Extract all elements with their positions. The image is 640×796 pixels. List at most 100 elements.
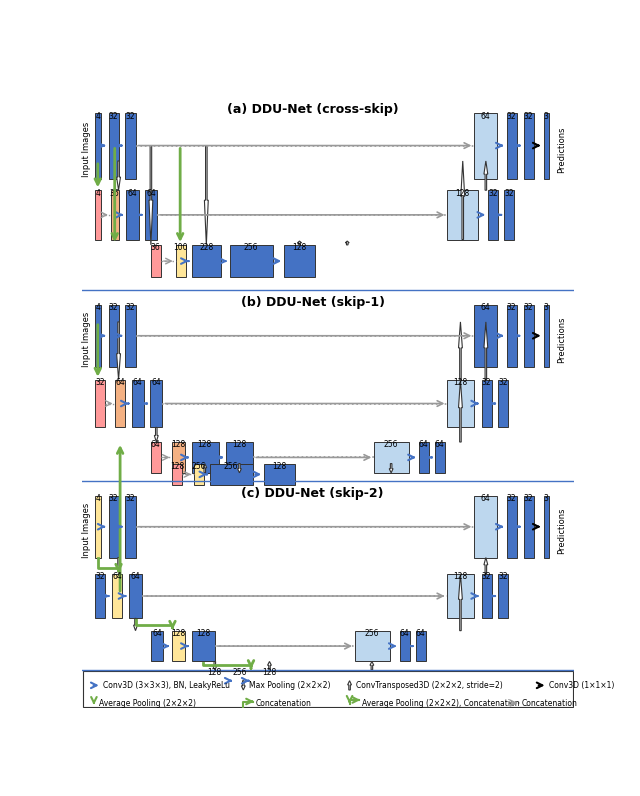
Text: 32: 32 <box>488 189 497 197</box>
Bar <box>227 442 253 473</box>
Text: ConvTransposed3D (2×2×2, stride=2): ConvTransposed3D (2×2×2, stride=2) <box>356 681 502 690</box>
Text: Average Pooling (2×2×2): Average Pooling (2×2×2) <box>99 699 196 708</box>
FancyArrow shape <box>237 463 241 473</box>
Bar <box>151 442 161 473</box>
FancyArrow shape <box>116 557 120 574</box>
Text: Input Images: Input Images <box>83 122 92 177</box>
Text: 128: 128 <box>262 669 276 677</box>
Text: 128: 128 <box>453 378 468 387</box>
Bar <box>524 305 534 367</box>
Text: 32: 32 <box>125 303 135 312</box>
Text: (a) DDU-Net (cross-skip): (a) DDU-Net (cross-skip) <box>227 103 399 116</box>
Text: 256: 256 <box>233 669 248 677</box>
Text: 256: 256 <box>365 629 379 638</box>
Bar <box>419 442 429 473</box>
Text: Conv3D (3×3×3), BN, LeakyReLu: Conv3D (3×3×3), BN, LeakyReLu <box>103 681 230 690</box>
Text: 4: 4 <box>95 494 100 503</box>
Bar <box>132 380 144 427</box>
Bar <box>284 245 315 277</box>
Text: 4: 4 <box>95 189 100 197</box>
Bar <box>125 496 136 557</box>
Bar <box>151 630 163 661</box>
Bar <box>109 113 118 178</box>
FancyArrow shape <box>458 380 462 442</box>
Bar <box>192 630 215 661</box>
Text: 32: 32 <box>125 494 135 503</box>
Bar <box>482 574 492 618</box>
FancyArrow shape <box>346 241 349 245</box>
Text: 128: 128 <box>172 629 186 638</box>
Bar <box>447 380 474 427</box>
Text: Predictions: Predictions <box>557 127 566 173</box>
Bar <box>507 113 516 178</box>
Text: 64: 64 <box>115 378 125 387</box>
FancyArrow shape <box>458 574 462 630</box>
Text: 228: 228 <box>199 244 214 252</box>
Bar <box>172 442 185 473</box>
Text: Input Images: Input Images <box>83 312 92 367</box>
Bar <box>474 113 497 178</box>
Text: 36: 36 <box>110 189 120 197</box>
FancyArrow shape <box>268 661 271 670</box>
FancyArrow shape <box>389 463 393 473</box>
Bar <box>150 380 163 427</box>
Text: 128: 128 <box>196 629 211 638</box>
Text: Concatenation: Concatenation <box>255 699 312 708</box>
Text: 32: 32 <box>524 494 533 503</box>
Text: 3: 3 <box>543 111 548 121</box>
Text: 128: 128 <box>208 669 222 677</box>
Bar <box>83 672 573 707</box>
Bar <box>474 496 497 557</box>
Bar <box>474 305 497 367</box>
Bar <box>236 670 246 692</box>
Text: 4: 4 <box>95 303 100 312</box>
Bar <box>447 574 474 618</box>
Bar <box>151 245 161 277</box>
Text: 3: 3 <box>543 303 548 312</box>
Bar <box>109 496 118 557</box>
Text: 128: 128 <box>292 244 307 252</box>
Bar <box>253 670 287 692</box>
FancyArrow shape <box>203 463 207 473</box>
Bar <box>507 496 516 557</box>
Text: (b) DDU-Net (skip-1): (b) DDU-Net (skip-1) <box>241 296 385 309</box>
Bar <box>95 305 101 367</box>
Bar <box>194 463 204 485</box>
Bar <box>109 305 118 367</box>
Text: 64: 64 <box>133 378 143 387</box>
Text: 64: 64 <box>481 111 491 121</box>
Text: 128: 128 <box>232 440 246 450</box>
Bar <box>264 463 295 485</box>
Bar <box>172 463 182 485</box>
Bar <box>172 630 185 661</box>
Text: 32: 32 <box>482 572 492 581</box>
Text: 64: 64 <box>419 440 428 450</box>
Text: 64: 64 <box>112 572 122 581</box>
Text: 128: 128 <box>453 572 468 581</box>
Text: 64: 64 <box>131 572 140 581</box>
FancyArrow shape <box>484 322 488 380</box>
Text: 64: 64 <box>152 378 161 387</box>
Bar <box>482 380 492 427</box>
Text: 32: 32 <box>482 378 492 387</box>
Text: 32: 32 <box>506 303 516 312</box>
Text: 32: 32 <box>506 494 516 503</box>
Text: 64: 64 <box>415 629 425 638</box>
Text: 64: 64 <box>435 440 445 450</box>
Bar <box>355 630 390 661</box>
Bar <box>435 442 445 473</box>
Bar <box>416 630 426 661</box>
Bar <box>374 442 409 473</box>
Bar <box>95 190 101 240</box>
Text: 32: 32 <box>506 111 516 121</box>
Bar <box>204 670 227 692</box>
Text: 256: 256 <box>224 462 238 471</box>
Text: 32: 32 <box>498 572 508 581</box>
Bar <box>192 442 219 473</box>
Text: 32: 32 <box>108 303 118 312</box>
Bar <box>524 113 534 178</box>
FancyArrow shape <box>484 557 488 574</box>
Text: 32: 32 <box>504 189 514 197</box>
FancyArrow shape <box>298 241 301 245</box>
FancyArrow shape <box>484 161 488 190</box>
